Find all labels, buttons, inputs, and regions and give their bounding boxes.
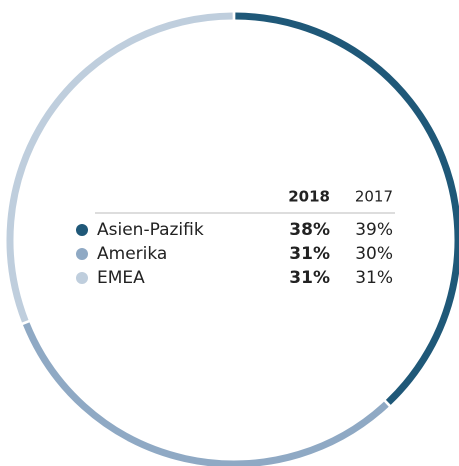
value-label: 30% bbox=[355, 244, 393, 264]
value-label: 31% bbox=[289, 268, 330, 288]
legend-dot bbox=[76, 224, 88, 236]
legend-label: Asien-Pazifik bbox=[97, 220, 204, 240]
value-label: 39% bbox=[355, 220, 393, 240]
donut-segment bbox=[6, 12, 233, 323]
column-header: 2018 bbox=[288, 188, 330, 206]
value-label: 38% bbox=[289, 220, 330, 240]
value-label: 31% bbox=[355, 268, 393, 288]
legend-dot bbox=[76, 248, 88, 260]
column-header: 2017 bbox=[355, 188, 393, 206]
donut-segment bbox=[22, 322, 389, 466]
legend-label: Amerika bbox=[97, 244, 167, 264]
legend-dot bbox=[76, 272, 88, 284]
donut-segment bbox=[235, 12, 459, 405]
legend-label: EMEA bbox=[97, 268, 145, 288]
value-label: 31% bbox=[289, 244, 330, 264]
